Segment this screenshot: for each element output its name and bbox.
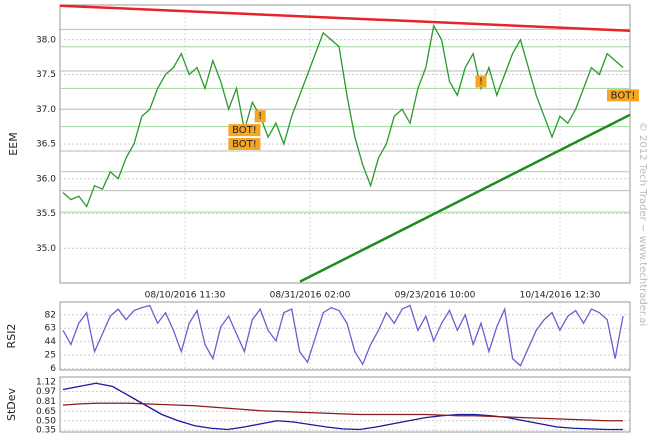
y-tick-label: 25 xyxy=(45,351,56,361)
signal-box xyxy=(607,89,639,102)
y-tick-label: 0.65 xyxy=(36,407,56,417)
y-tick-label: 0.50 xyxy=(36,416,56,426)
y-tick-label: 0.81 xyxy=(36,397,56,407)
watermark: © 2012 Tech Trader ~ www.techtrader.ai xyxy=(637,122,648,326)
y-tick-label: 36.0 xyxy=(36,174,56,184)
y-tick-label: 0.35 xyxy=(36,426,56,436)
signal-box xyxy=(475,75,487,88)
signal-box xyxy=(254,110,266,123)
panel xyxy=(59,376,631,433)
signal-box xyxy=(228,124,261,137)
y-tick-label: 37.5 xyxy=(36,70,56,80)
y-tick-label: 36.5 xyxy=(36,140,56,150)
y-tick-label: 35.5 xyxy=(36,209,56,219)
y-tick-label: 37.0 xyxy=(36,105,56,115)
y-axis-label: RSI2 xyxy=(5,324,18,349)
y-tick-label: 63 xyxy=(45,324,56,334)
trendline xyxy=(299,113,631,283)
signal-label: ! xyxy=(479,76,483,87)
x-tick-label: 09/23/2016 10:00 xyxy=(395,291,476,301)
y-axis-label: EEM xyxy=(7,132,20,155)
trendline xyxy=(59,4,631,32)
y-tick-label: 44 xyxy=(45,337,57,347)
signal-box xyxy=(228,138,261,150)
x-tick-label: 10/14/2016 12:30 xyxy=(520,291,601,301)
y-tick-label: 1.12 xyxy=(36,378,56,388)
y-tick-label: 38.0 xyxy=(36,35,56,45)
y-tick-label: 82 xyxy=(45,310,56,320)
signal-label: BOT! xyxy=(611,90,636,101)
x-tick-label: 08/10/2016 11:30 xyxy=(145,291,226,301)
y-tick-label: 35.0 xyxy=(36,244,56,254)
series-line xyxy=(62,23,624,208)
y-tick-label: 0.97 xyxy=(36,387,56,397)
series-line xyxy=(62,304,624,367)
series-line xyxy=(62,382,623,431)
signal-label: BOT! xyxy=(232,139,257,150)
x-tick-label: 08/31/2016 02:00 xyxy=(270,291,351,301)
y-axis-label: StDev xyxy=(5,387,18,421)
series-line xyxy=(62,402,623,422)
signal-label: BOT! xyxy=(232,125,257,136)
signal-label: ! xyxy=(258,111,262,122)
y-tick-label: 6 xyxy=(50,364,56,374)
panel xyxy=(59,301,631,371)
